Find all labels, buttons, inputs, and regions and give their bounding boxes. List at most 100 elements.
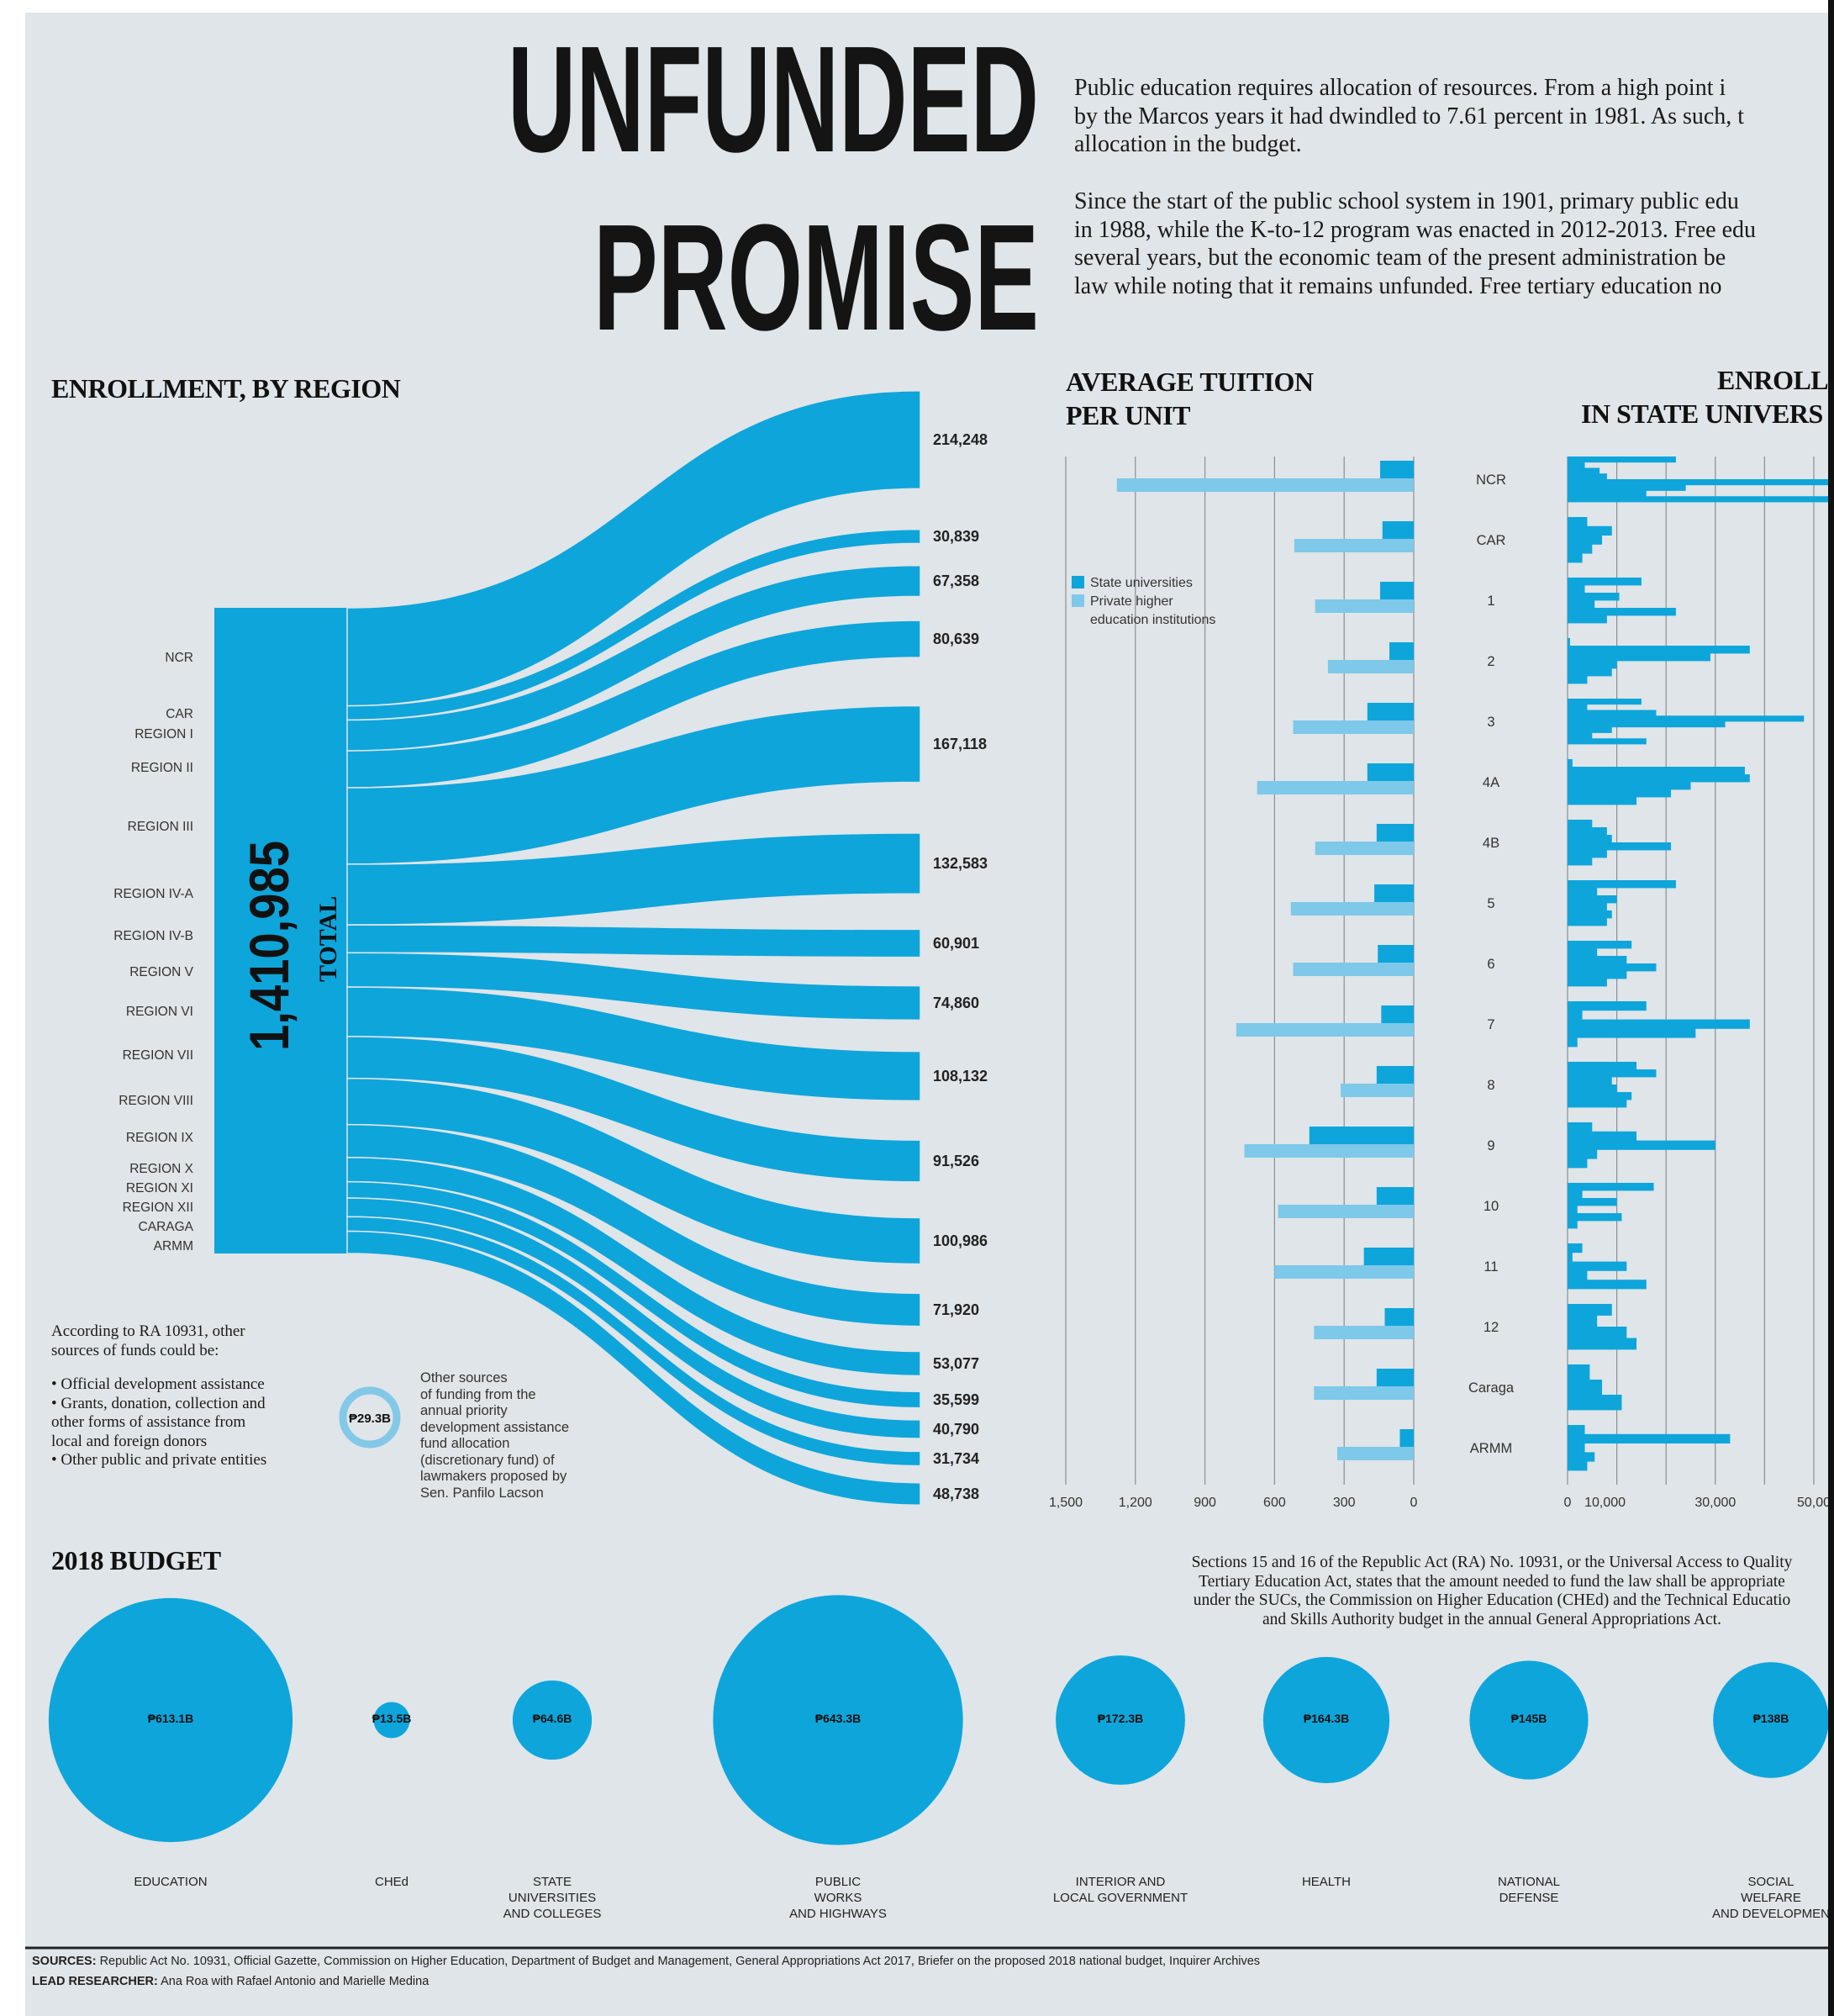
su-enrollment-tick-label: 50,00 [1797, 1496, 1831, 1510]
tuition-bar-private [1274, 1265, 1414, 1279]
tuition-bar-private [1293, 720, 1414, 734]
su-enrollment-bar [1568, 699, 1642, 705]
budget-title: 2018 BUDGET [51, 1545, 221, 1575]
su-enrollment-bar [1568, 585, 1585, 594]
su-enrollment-bar [1568, 979, 1607, 987]
region-enrollment-value: 91,526 [933, 1153, 979, 1169]
budget-bubble [1262, 1656, 1390, 1784]
budget-value-label: ₱172.3B [1098, 1712, 1143, 1725]
su-enrollment-tick-label: 30,000 [1694, 1496, 1736, 1510]
budget-category-label: AND HIGHWAYS [789, 1907, 887, 1921]
su-enrollment-bar [1568, 1280, 1647, 1290]
tuition-legend: State universities Private higher educat… [1072, 574, 1215, 630]
su-enrollment-bar [1568, 827, 1607, 836]
region-enrollment-value: 53,077 [933, 1355, 979, 1372]
budget-value-label: ₱64.6B [533, 1712, 572, 1725]
su-enrollment-bar [1568, 484, 1686, 491]
sources-text: Republic Act No. 10931, Official Gazette… [99, 1955, 1261, 1968]
budget-category-label: NATIONAL [1498, 1875, 1560, 1889]
budget-category-label: SOCIAL [1747, 1875, 1794, 1889]
budget-category-label: WORKS [814, 1891, 862, 1905]
funds-ring [339, 1386, 401, 1449]
region-label: REGION II [131, 761, 193, 775]
su-enrollment-bar [1568, 1001, 1647, 1011]
tuition-region-label: 9 [1487, 1138, 1494, 1153]
su-enrollment-title-line: ENROLL [1717, 365, 1829, 395]
legend-label: education institutions [1090, 613, 1216, 627]
su-enrollment-bar [1568, 1327, 1627, 1338]
su-enrollment-bar [1568, 1395, 1622, 1411]
region-label: CAR [166, 707, 193, 721]
budget-bubble [373, 1702, 410, 1739]
tuition-bar-state [1379, 461, 1414, 478]
su-enrollment-bar [1568, 1304, 1612, 1316]
budget-category-label: HEALTH [1302, 1875, 1351, 1889]
su-enrollment-bar [1568, 600, 1595, 609]
su-enrollment-bar [1568, 1206, 1578, 1214]
title-line-1: UNFUNDED [508, 15, 1039, 184]
su-enrollment-bar [1568, 721, 1726, 728]
su-enrollment-bar [1568, 971, 1627, 979]
intro-line: Public education requires allocation of … [1074, 75, 1726, 101]
budget-note-line: under the SUCs, the Commission on Higher… [1193, 1591, 1791, 1609]
budget-category-label: WELFARE [1741, 1891, 1801, 1905]
su-enrollment-bar [1568, 1085, 1617, 1093]
budget-category-label: DEFENSE [1499, 1891, 1559, 1905]
su-enrollment-tick-label: 10,000 [1584, 1496, 1626, 1510]
funds-intro: According to RA 10931, other sources of … [51, 1322, 266, 1470]
tuition-region-label: 4B [1483, 836, 1499, 851]
su-enrollment-bar [1568, 1122, 1593, 1132]
su-enrollment-bar [1568, 782, 1691, 790]
region-enrollment-value: 35,599 [933, 1391, 979, 1408]
sankey-flow [346, 705, 921, 865]
tuition-region-label: ARMM [1470, 1441, 1512, 1456]
su-enrollment-bar [1568, 880, 1676, 889]
su-enrollment-bar [1568, 525, 1612, 536]
tuition-region-label: 1 [1487, 594, 1494, 609]
su-enrollment-bar [1568, 850, 1607, 858]
tuition-bar-state [1376, 824, 1414, 842]
tuition-bar-private [1336, 1447, 1414, 1460]
su-enrollment-bar [1568, 941, 1632, 949]
region-label: REGION VI [126, 1005, 193, 1019]
region-enrollment-value: 74,860 [933, 995, 979, 1011]
intro-paragraph-1: Public education requires allocation of … [1074, 74, 1744, 159]
tuition-bar-state [1376, 1369, 1414, 1386]
su-enrollment-bar [1568, 895, 1617, 904]
intro-line: Since the start of the public school sys… [1074, 188, 1739, 214]
tuition-bar-private [1315, 842, 1414, 855]
su-enrollment-bar [1568, 1452, 1595, 1462]
su-enrollment-bar [1568, 1443, 1585, 1453]
su-enrollment-tick-label: 0 [1564, 1496, 1572, 1510]
su-enrollment-bar [1568, 535, 1603, 545]
tuition-bar-state [1382, 521, 1414, 539]
tuition-region-label: Caraga [1468, 1380, 1515, 1396]
su-enrollment-bar [1568, 1140, 1715, 1150]
region-label: REGION III [128, 820, 193, 834]
su-enrollment-bar [1568, 1380, 1603, 1396]
region-enrollment-value: 30,839 [933, 528, 979, 545]
tuition-region-label: 4A [1483, 775, 1499, 790]
tuition-bar-private [1257, 781, 1414, 794]
su-enrollment-bar [1568, 496, 1834, 503]
su-enrollment-bar [1568, 956, 1627, 964]
su-enrollment-bar [1568, 1183, 1654, 1191]
intro-line: by the Marcos years it had dwindled to 7… [1074, 103, 1745, 129]
su-enrollment-bar [1568, 638, 1570, 646]
tuition-region-label: 12 [1484, 1320, 1499, 1335]
budget-value-label: ₱643.3B [815, 1712, 861, 1725]
su-enrollment-bar [1568, 1190, 1583, 1199]
budget-value-label: ₱164.3B [1304, 1712, 1349, 1725]
su-enrollment-bar [1568, 1213, 1622, 1222]
region-enrollment-value: 132,583 [933, 855, 988, 872]
su-enrollment-bar [1568, 1425, 1585, 1435]
tuition-bar-state [1376, 1066, 1414, 1084]
su-enrollment-bar [1568, 903, 1607, 911]
researcher-label: LEAD RESEARCHER: [32, 1975, 158, 1988]
tuition-bar-private [1278, 1205, 1414, 1218]
su-enrollment-bar [1568, 918, 1607, 926]
sankey-flow [346, 620, 921, 789]
region-enrollment-value: 167,118 [933, 736, 987, 752]
budget-category-label: EDUCATION [134, 1875, 207, 1889]
